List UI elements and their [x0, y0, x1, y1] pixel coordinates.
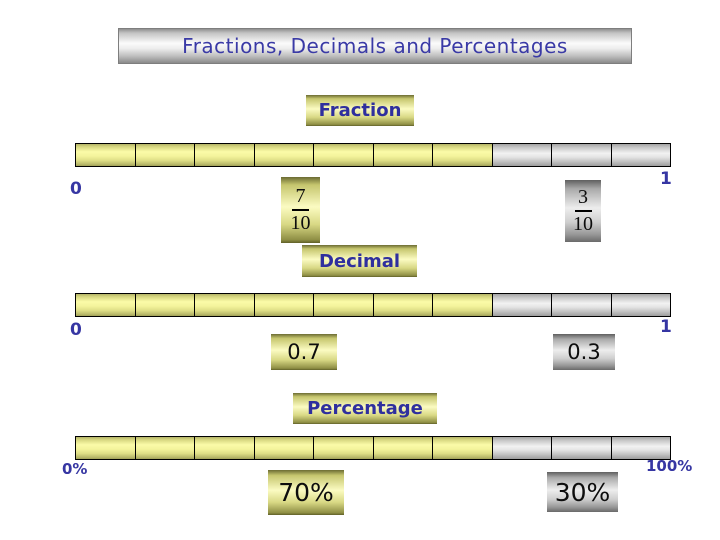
percentage-heading-label: Percentage [307, 398, 423, 419]
title-bar: Fractions, Decimals and Percentages [118, 28, 632, 64]
fraction-bar-line [574, 210, 592, 212]
bar-segment [254, 294, 314, 316]
bar-segment [135, 294, 195, 316]
bar-segment [373, 144, 433, 166]
bar-segment [135, 437, 195, 459]
fraction-value-three-tenths: 3 10 [565, 180, 601, 242]
numerator: 3 [578, 186, 588, 208]
percentage-tick-zero: 0% [62, 460, 88, 478]
fraction-heading: Fraction [306, 95, 414, 126]
bar-segment [611, 144, 670, 166]
numerator: 7 [295, 185, 306, 207]
decimal-gray-text: 0.3 [567, 340, 601, 364]
decimal-tick-zero: 0 [70, 320, 82, 340]
decimal-tick-one: 1 [660, 317, 672, 337]
fraction-number-line [75, 143, 671, 167]
fraction-heading-label: Fraction [318, 100, 402, 121]
percentage-tick-hundred: 100% [646, 457, 693, 475]
denominator: 10 [290, 212, 311, 234]
decimal-number-line [75, 293, 671, 317]
bar-segment [195, 437, 255, 459]
bar-segment [492, 294, 552, 316]
bar-segment [492, 144, 552, 166]
fraction-tick-zero: 0 [70, 179, 82, 199]
bar-segment [76, 437, 136, 459]
bar-segment [492, 437, 552, 459]
fraction-tick-one: 1 [660, 169, 672, 189]
decimal-value-gray: 0.3 [553, 334, 615, 370]
bar-segment [254, 437, 314, 459]
fraction-value-seven-tenths: 7 10 [281, 177, 320, 243]
bar-segment [314, 437, 374, 459]
decimal-heading-label: Decimal [318, 250, 401, 272]
decimal-yellow-text: 0.7 [287, 340, 321, 364]
percentage-value-gray: 30% [547, 472, 618, 512]
bar-segment [314, 144, 374, 166]
bar-segment [433, 144, 493, 166]
percentage-number-line [75, 436, 671, 460]
bar-segment [135, 144, 195, 166]
bar-segment [552, 144, 612, 166]
percentage-gray-text: 30% [554, 477, 611, 507]
bar-segment [611, 294, 670, 316]
bar-segment [552, 437, 612, 459]
bar-segment [433, 437, 493, 459]
percentage-value-yellow: 70% [268, 470, 344, 515]
bar-segment [76, 294, 136, 316]
percentage-yellow-text: 70% [278, 478, 334, 507]
decimal-heading: Decimal [302, 245, 417, 277]
bar-segment [254, 144, 314, 166]
bar-segment [552, 294, 612, 316]
bar-segment [611, 437, 670, 459]
bar-segment [373, 294, 433, 316]
decimal-value-yellow: 0.7 [271, 334, 337, 370]
bar-segment [195, 294, 255, 316]
bar-segment [373, 437, 433, 459]
bar-segment [195, 144, 255, 166]
slide-title: Fractions, Decimals and Percentages [182, 34, 568, 58]
fraction-bar-line [292, 209, 309, 211]
bar-segment [314, 294, 374, 316]
denominator: 10 [573, 213, 593, 235]
bar-segment [433, 294, 493, 316]
bar-segment [76, 144, 136, 166]
percentage-heading: Percentage [293, 393, 437, 424]
